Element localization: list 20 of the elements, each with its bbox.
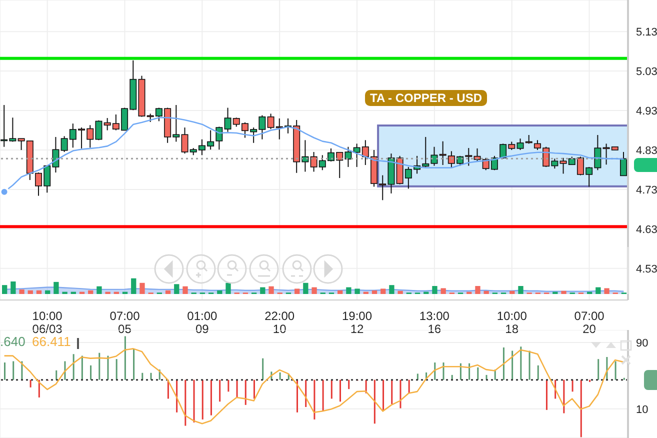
x-tick-label: 07:00 20 bbox=[574, 309, 605, 336]
y-tick-label: 90 bbox=[636, 337, 648, 350]
x-tick-label: 01:00 09 bbox=[187, 309, 218, 336]
annotation: .640 bbox=[0, 334, 26, 349]
x-tick-label: 19:00 12 bbox=[342, 309, 372, 336]
annotation: 66.411 bbox=[32, 334, 71, 349]
y-tick-label: 5.03 bbox=[636, 66, 657, 78]
x-tick-label: 13:00 16 bbox=[419, 309, 450, 336]
y-tick-label: 4.63 bbox=[636, 224, 657, 236]
y-tick-label: 4.83 bbox=[636, 144, 657, 157]
x-tick-label: 10:00 18 bbox=[496, 309, 528, 336]
x-tick-label: 07:00 05 bbox=[110, 309, 140, 336]
annotation: TA - COPPER - USD bbox=[365, 90, 488, 106]
y-tick-label: 4.93 bbox=[636, 105, 657, 118]
y-tick-label: 10 bbox=[636, 404, 648, 416]
y-tick-label: 4.73 bbox=[636, 184, 657, 196]
y-tick-label: 5.13 bbox=[636, 26, 657, 38]
x-tick-label: 22:00 10 bbox=[264, 309, 295, 336]
y-tick-label: 4.53 bbox=[636, 263, 657, 276]
x-tick-label: 10:00 06/03 bbox=[32, 309, 63, 336]
